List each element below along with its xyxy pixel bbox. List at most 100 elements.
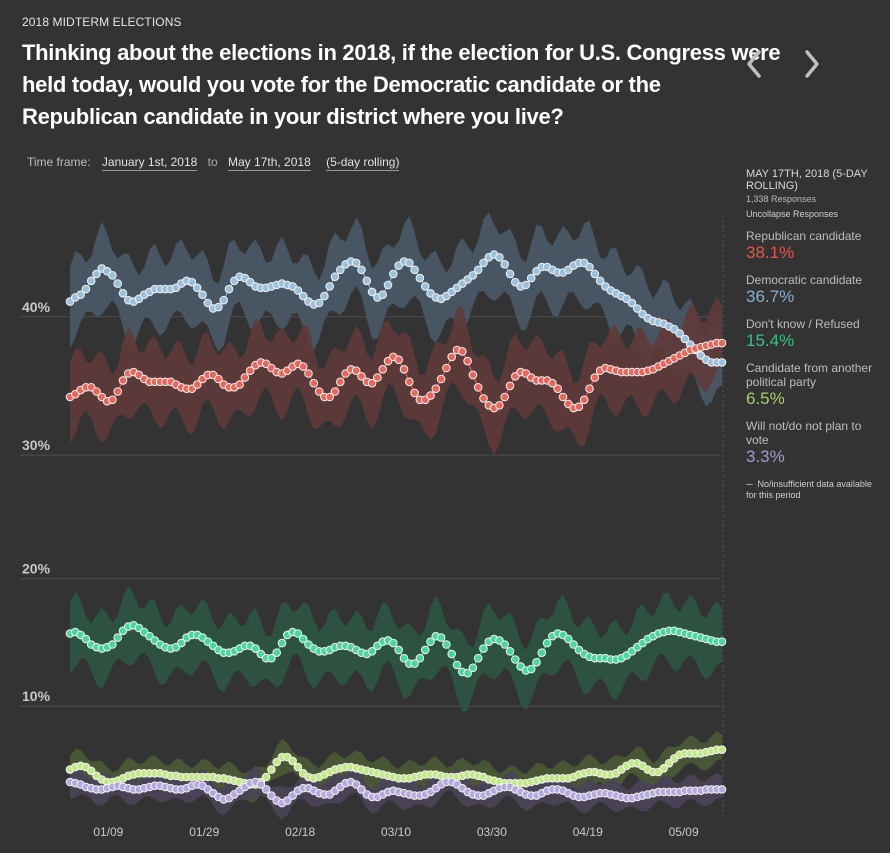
data-point xyxy=(442,363,451,373)
sidebar-legend: MAY 17TH, 2018 (5-DAY ROLLING) 1,338 Res… xyxy=(746,168,882,501)
data-point xyxy=(81,284,91,294)
data-point xyxy=(473,265,483,275)
end-date-picker[interactable]: May 17th, 2018 xyxy=(228,155,311,171)
data-point xyxy=(405,258,414,268)
data-point xyxy=(479,644,488,653)
data-point xyxy=(81,634,91,644)
data-point xyxy=(410,265,419,275)
legend-label: Don't know / Refused xyxy=(746,317,860,331)
data-point xyxy=(224,284,234,294)
data-point xyxy=(118,289,128,298)
data-point xyxy=(447,352,457,362)
data-point xyxy=(113,387,122,396)
data-point xyxy=(553,384,563,394)
data-point xyxy=(627,298,637,308)
data-point xyxy=(680,334,690,344)
data-point xyxy=(526,273,536,283)
data-point xyxy=(569,640,578,649)
data-point xyxy=(426,637,435,647)
data-point xyxy=(442,640,451,649)
data-point xyxy=(389,638,398,648)
x-tick-label: 01/09 xyxy=(93,825,123,839)
data-point xyxy=(357,785,366,794)
data-point xyxy=(463,668,472,678)
legend-value: 3.3% xyxy=(746,447,785,466)
legend-item-democratic: Democratic candidate 36.7% xyxy=(746,273,882,307)
data-point xyxy=(351,366,361,376)
data-point xyxy=(362,276,372,286)
data-point xyxy=(267,653,276,663)
x-tick-label: 05/09 xyxy=(669,825,699,839)
data-point xyxy=(717,637,727,647)
data-point xyxy=(272,648,282,658)
chevron-left-icon xyxy=(747,50,761,78)
data-point xyxy=(426,391,435,400)
data-point xyxy=(590,269,600,279)
data-point xyxy=(240,373,250,382)
data-point xyxy=(526,664,536,674)
data-point xyxy=(293,762,303,772)
data-point xyxy=(314,387,324,396)
data-point xyxy=(479,258,488,268)
data-point xyxy=(367,287,377,297)
legend-label: Republican candidate xyxy=(746,229,862,243)
data-point xyxy=(378,290,388,300)
data-point xyxy=(632,304,642,313)
data-point xyxy=(410,388,419,398)
sidebar-date-header: MAY 17TH, 2018 (5-DAY ROLLING) xyxy=(746,168,868,192)
y-tick-label: 10% xyxy=(22,688,51,704)
data-point xyxy=(399,365,409,374)
rolling-average-toggle[interactable]: (5-day rolling) xyxy=(326,155,400,171)
data-point xyxy=(505,381,515,391)
data-point xyxy=(717,358,727,367)
legend-value: 38.1% xyxy=(746,243,795,262)
next-button[interactable] xyxy=(796,44,828,84)
data-point xyxy=(564,634,573,644)
kicker: 2018 MIDTERM ELECTIONS xyxy=(22,15,182,29)
legend-value: 15.4% xyxy=(746,331,795,350)
x-tick-label: 01/29 xyxy=(189,825,219,839)
data-point xyxy=(389,269,398,279)
data-point xyxy=(187,277,197,287)
data-point xyxy=(251,644,260,653)
data-point xyxy=(500,392,510,402)
timeframe-to: to xyxy=(207,155,218,169)
legend-item-other-party: Candidate from another political party 6… xyxy=(746,361,882,409)
data-point xyxy=(272,757,282,767)
data-point xyxy=(357,372,366,381)
data-point xyxy=(267,765,276,774)
data-point xyxy=(558,392,568,402)
x-tick-label: 04/19 xyxy=(573,825,603,839)
data-point xyxy=(505,269,515,279)
data-point xyxy=(505,647,515,656)
previous-button[interactable] xyxy=(738,44,770,84)
x-tick-label: 02/18 xyxy=(285,825,315,839)
data-point xyxy=(351,780,361,789)
legend-label: Candidate from another political party xyxy=(746,361,873,389)
data-point xyxy=(198,290,207,300)
data-point xyxy=(330,387,340,396)
data-point xyxy=(500,260,510,269)
data-point xyxy=(92,269,101,279)
data-point xyxy=(314,298,324,308)
start-date-picker[interactable]: January 1st, 2018 xyxy=(101,155,198,171)
data-point xyxy=(336,265,345,275)
data-point xyxy=(76,290,85,300)
data-point xyxy=(214,374,223,384)
data-point xyxy=(293,286,303,295)
x-tick-label: 03/30 xyxy=(477,825,507,839)
data-point xyxy=(277,638,287,648)
y-tick-label: 40% xyxy=(22,299,51,315)
data-point xyxy=(495,401,504,410)
y-tick-label: 20% xyxy=(22,561,51,577)
data-point xyxy=(177,638,186,648)
confidence-band xyxy=(70,212,722,407)
data-point xyxy=(537,648,547,658)
data-point xyxy=(473,653,483,663)
legend-label: Democratic candidate xyxy=(746,273,863,287)
data-point xyxy=(108,640,117,649)
uncollapse-responses-link[interactable]: Uncollapse Responses xyxy=(746,209,839,219)
data-point xyxy=(298,634,308,644)
page-title: Thinking about the elections in 2018, if… xyxy=(22,40,781,129)
data-point xyxy=(394,355,404,365)
